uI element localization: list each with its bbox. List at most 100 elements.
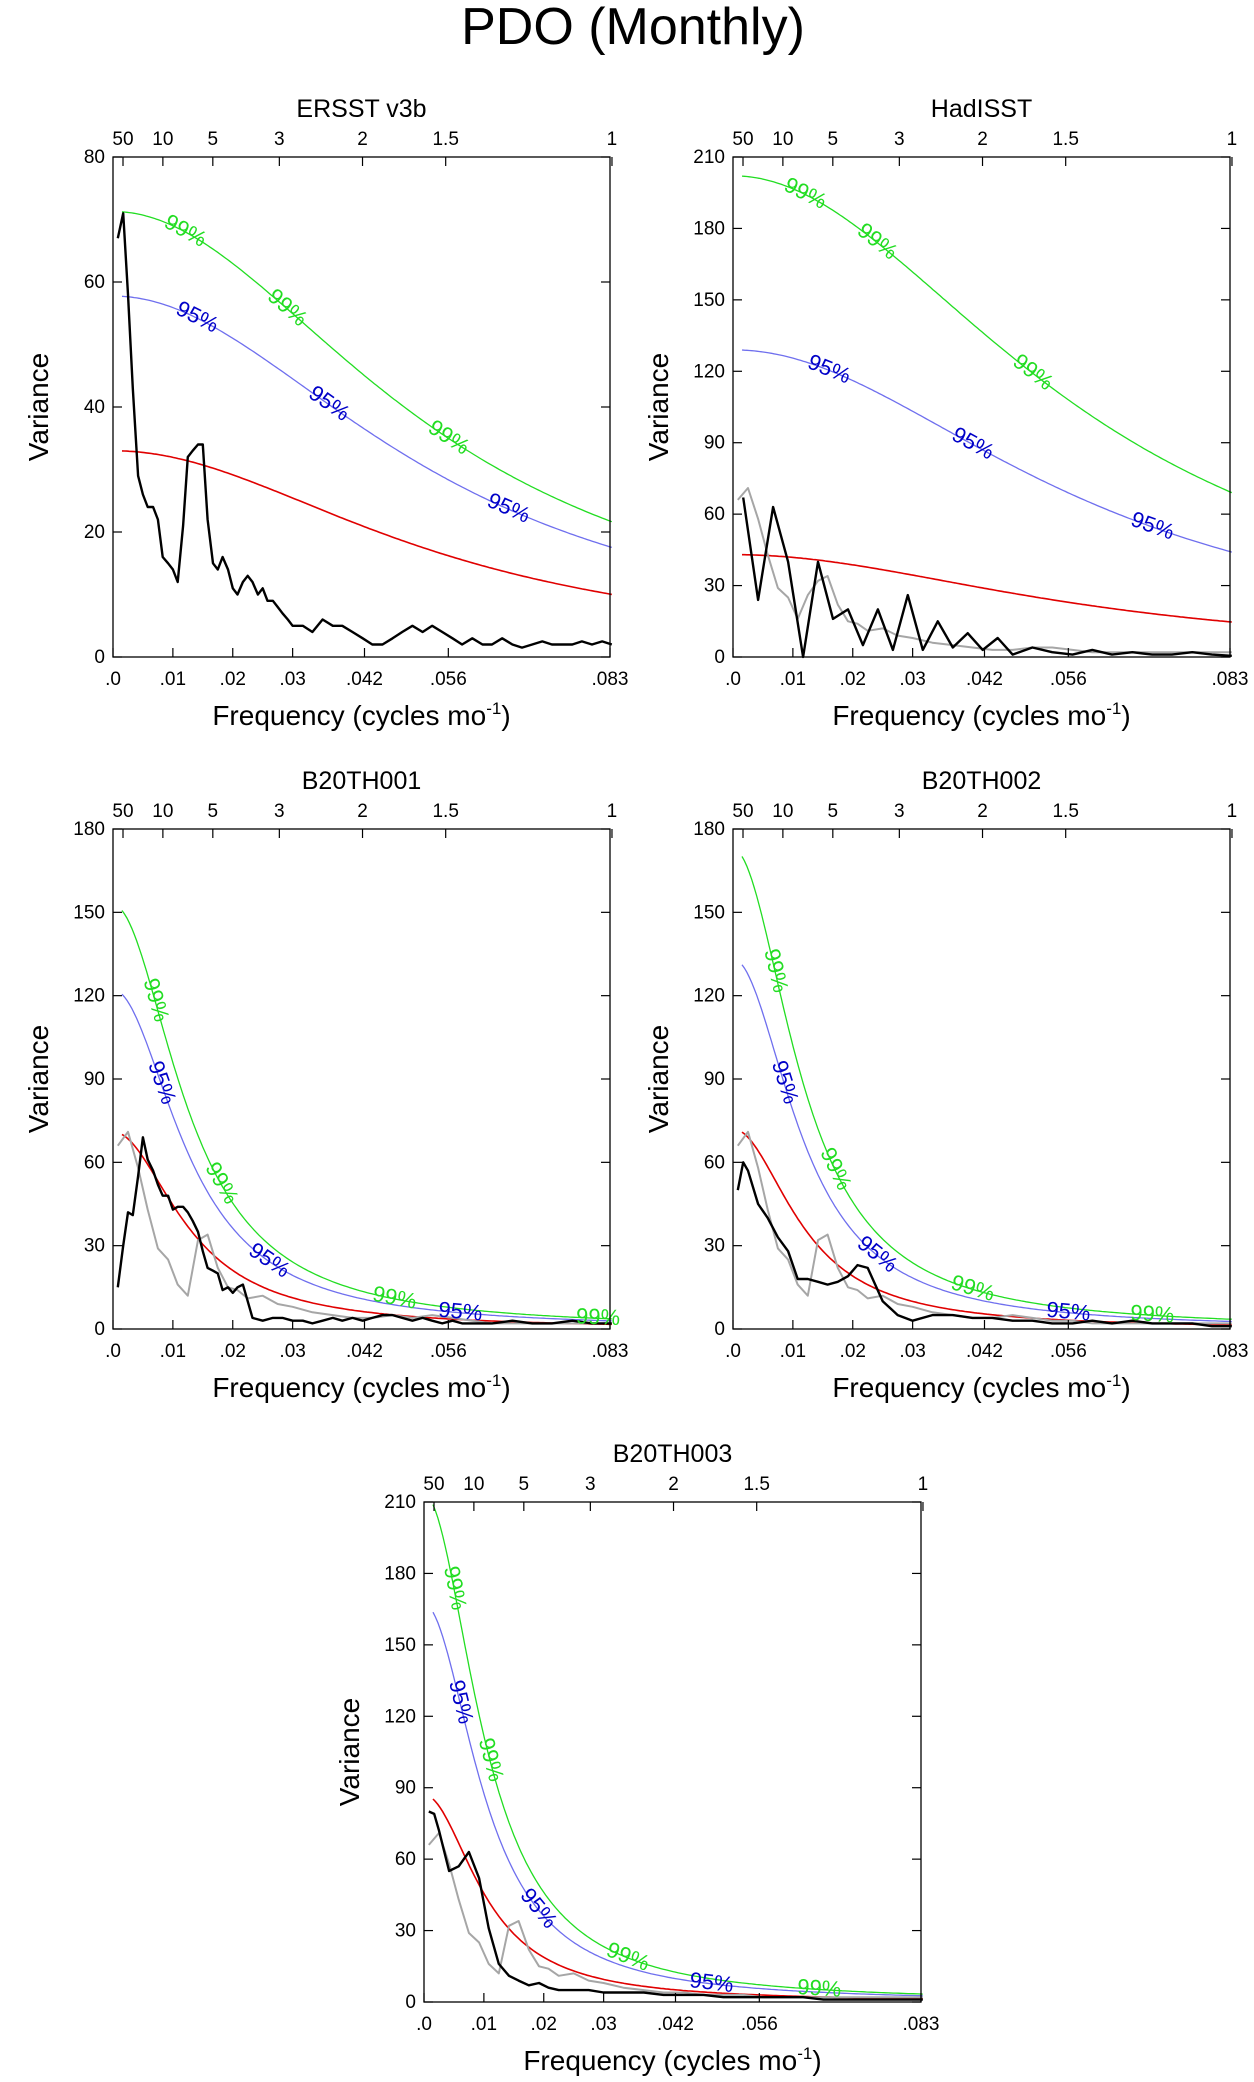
y-tick-label: 20 xyxy=(84,522,105,543)
x-tick-label: .03 xyxy=(899,1341,925,1362)
x-tick-label: .03 xyxy=(899,669,925,690)
x-axis-label: Frequency (cycles mo-1) xyxy=(212,1371,510,1403)
x-tick-label: .056 xyxy=(430,669,467,690)
y-tick-label: 0 xyxy=(714,647,725,668)
period-tick-label: 50 xyxy=(112,801,133,822)
conf95-label: 95% xyxy=(437,1297,483,1326)
conf95-curve xyxy=(121,295,612,549)
reference-spectrum-line xyxy=(116,1130,612,1325)
period-tick-label: 2 xyxy=(977,801,988,822)
conf95-curve xyxy=(741,349,1232,553)
panel-title: B20TH001 xyxy=(302,767,422,795)
x-tick-label: .0 xyxy=(725,1341,741,1362)
y-axis-label: Variance xyxy=(23,353,54,461)
x-tick-label: .03 xyxy=(279,669,305,690)
x-axis-label: Frequency (cycles mo-1) xyxy=(523,2044,821,2076)
y-tick-label: 60 xyxy=(704,1152,725,1173)
period-tick-label: 1.5 xyxy=(743,1474,769,1495)
conf99-curve xyxy=(121,211,613,523)
conf95-curve xyxy=(741,964,1232,1323)
y-tick-label: 150 xyxy=(693,902,725,923)
y-tick-label: 40 xyxy=(84,397,105,418)
period-tick-label: 3 xyxy=(894,129,905,150)
conf95-curve xyxy=(432,1611,923,1997)
x-tick-label: .083 xyxy=(592,1341,629,1362)
x-tick-label: .042 xyxy=(966,669,1003,690)
period-tick-label: 2 xyxy=(357,129,368,150)
period-tick-label: 1 xyxy=(607,129,618,150)
spectrum-line xyxy=(116,1136,612,1325)
x-tick-label: .083 xyxy=(592,669,629,690)
x-axis-label: Frequency (cycles mo-1) xyxy=(832,1371,1130,1403)
x-tick-label: .056 xyxy=(741,2014,778,2035)
x-tick-label: .02 xyxy=(840,669,866,690)
y-tick-label: 180 xyxy=(384,1563,416,1584)
conf95-curve xyxy=(121,993,612,1322)
period-tick-label: 1 xyxy=(918,1474,929,1495)
x-tick-label: .083 xyxy=(1212,1341,1249,1362)
x-tick-label: .01 xyxy=(780,1341,806,1362)
period-tick-label: 50 xyxy=(732,129,753,150)
period-tick-label: 1.5 xyxy=(432,129,458,150)
y-tick-label: 0 xyxy=(714,1319,725,1340)
x-tick-label: .0 xyxy=(105,1341,121,1362)
period-tick-label: 50 xyxy=(112,129,133,150)
y-tick-label: 120 xyxy=(384,1706,416,1727)
period-tick-label: 10 xyxy=(463,1474,484,1495)
x-tick-label: .03 xyxy=(279,1341,305,1362)
y-tick-label: 180 xyxy=(693,819,725,840)
x-tick-label: .0 xyxy=(105,669,121,690)
x-tick-label: .01 xyxy=(471,2014,497,2035)
period-tick-label: 2 xyxy=(668,1474,679,1495)
period-tick-label: 5 xyxy=(208,801,219,822)
plot-frame xyxy=(423,1501,922,2003)
y-tick-label: 150 xyxy=(693,290,725,311)
y-tick-label: 60 xyxy=(395,1849,416,1870)
y-tick-label: 180 xyxy=(693,218,725,239)
x-axis-label: Frequency (cycles mo-1) xyxy=(832,699,1130,731)
y-tick-label: 210 xyxy=(693,147,725,168)
y-tick-label: 150 xyxy=(384,1635,416,1656)
x-tick-label: .042 xyxy=(346,1341,383,1362)
spectrum-line xyxy=(428,1810,923,2001)
y-tick-label: 0 xyxy=(405,1992,416,2013)
x-tick-label: .02 xyxy=(840,1341,866,1362)
conf99-curve xyxy=(121,910,612,1320)
panel-title: B20TH003 xyxy=(613,1440,733,1468)
x-tick-label: .01 xyxy=(780,669,806,690)
y-tick-label: 30 xyxy=(395,1921,416,1942)
y-tick-label: 120 xyxy=(693,986,725,1007)
y-tick-label: 120 xyxy=(73,986,105,1007)
y-tick-label: 150 xyxy=(73,902,105,923)
period-tick-label: 1 xyxy=(607,801,618,822)
red-noise-curve xyxy=(742,553,1232,623)
chart-panel: B20TH00299%99%99%99%95%95%95%03060901201… xyxy=(643,767,1248,1403)
period-tick-label: 50 xyxy=(732,801,753,822)
panel-title: ERSST v3b xyxy=(296,95,426,123)
panel-title: B20TH002 xyxy=(922,767,1042,795)
y-tick-label: 30 xyxy=(84,1236,105,1257)
conf99-label: 99% xyxy=(1130,1300,1176,1328)
y-tick-label: 60 xyxy=(84,272,105,293)
period-tick-label: 10 xyxy=(152,129,173,150)
period-tick-label: 1.5 xyxy=(1052,129,1078,150)
chart-panel: HadISST99%99%99%95%95%95%030609012015018… xyxy=(643,95,1248,731)
conf99-label: 99% xyxy=(576,1303,621,1330)
x-tick-label: .042 xyxy=(966,1341,1003,1362)
y-tick-label: 0 xyxy=(94,647,105,668)
period-tick-label: 5 xyxy=(519,1474,530,1495)
spectrum-line xyxy=(742,497,1232,659)
x-tick-label: .02 xyxy=(220,1341,246,1362)
period-tick-label: 3 xyxy=(274,129,285,150)
x-tick-label: .056 xyxy=(1050,669,1087,690)
y-tick-label: 90 xyxy=(704,1069,725,1090)
y-tick-label: 210 xyxy=(384,1492,416,1513)
period-tick-label: 1.5 xyxy=(432,801,458,822)
y-tick-label: 30 xyxy=(704,576,725,597)
x-tick-label: .02 xyxy=(531,2014,557,2035)
spectrum-line xyxy=(116,212,613,649)
x-tick-label: .056 xyxy=(430,1341,467,1362)
reference-spectrum-line xyxy=(736,1130,1232,1325)
